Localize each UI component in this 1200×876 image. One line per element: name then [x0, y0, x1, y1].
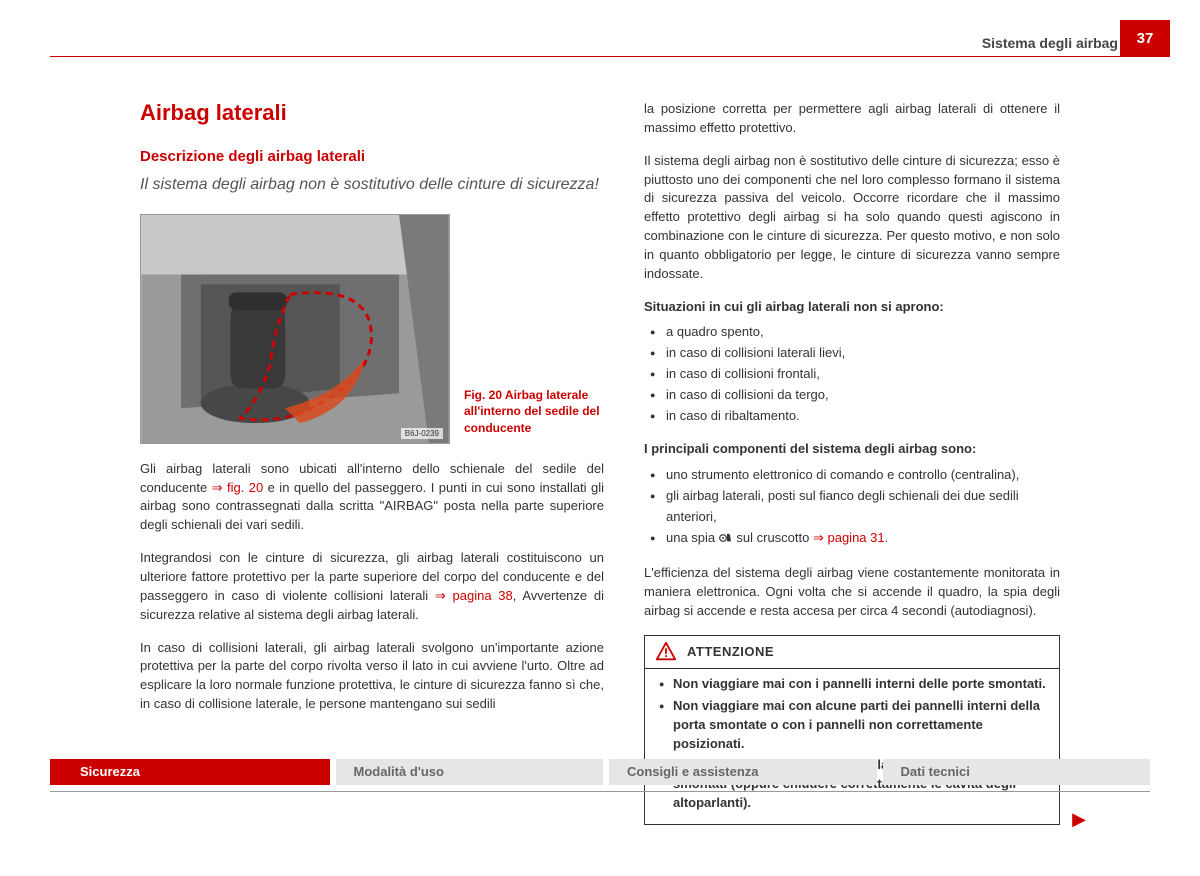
p1-ref: ⇒ fig. 20	[212, 480, 264, 495]
list-item: gli airbag laterali, posti sul fianco de…	[644, 486, 1060, 528]
warning-box: ATTENZIONE Non viaggiare mai con i panne…	[644, 635, 1060, 825]
car-seat-illustration	[141, 215, 449, 443]
footer-tab-modalita[interactable]: Modalità d'uso	[336, 759, 604, 785]
p2-ref: ⇒ pagina 38	[435, 588, 513, 603]
airbag-warning-icon	[719, 530, 733, 551]
paragraph-3: In caso di collisioni laterali, gli airb…	[140, 639, 604, 714]
header-divider	[50, 56, 1170, 57]
footer-tab-consigli[interactable]: Consigli e assistenza	[609, 759, 877, 785]
figure-caption: Fig. 20 Airbag laterale all'interno del …	[464, 387, 604, 436]
comp3b: sul cruscotto	[736, 530, 813, 545]
situations-list: a quadro spento, in caso di collisioni l…	[644, 322, 1060, 426]
warning-triangle-icon	[655, 641, 677, 663]
figure-block: B6J-0239 Fig. 20 Airbag laterale all'int…	[140, 214, 604, 444]
list-item: in caso di collisioni laterali lievi,	[644, 343, 1060, 364]
section-title: Descrizione degli airbag laterali	[140, 148, 604, 165]
warning-header: ATTENZIONE	[645, 636, 1059, 669]
footer-tabs: Sicurezza Modalità d'uso Consigli e assi…	[50, 759, 1150, 785]
header-section-title: Sistema degli airbag	[982, 35, 1118, 51]
list-item: in caso di ribaltamento.	[644, 406, 1060, 427]
footer-divider	[50, 791, 1150, 792]
paragraph-1: Gli airbag laterali sono ubicati all'int…	[140, 460, 604, 535]
list-item: a quadro spento,	[644, 322, 1060, 343]
page: Sistema degli airbag 37 Airbag laterali …	[0, 0, 1200, 830]
paragraph-5: Il sistema degli airbag non è sostitutiv…	[644, 152, 1060, 284]
warning-item: Non viaggiare mai con alcune parti dei p…	[655, 697, 1049, 754]
comp3-ref: ⇒ pagina 31	[813, 530, 885, 545]
continue-arrow-icon: ▶	[1072, 809, 1086, 830]
list-item: in caso di collisioni da tergo,	[644, 385, 1060, 406]
list-item: in caso di collisioni frontali,	[644, 364, 1060, 385]
footer: Sicurezza Modalità d'uso Consigli e assi…	[50, 759, 1150, 792]
left-column: Airbag laterali Descrizione degli airbag…	[140, 100, 604, 830]
paragraph-6: L'efficienza del sistema degli airbag vi…	[644, 564, 1060, 621]
comp3a: una spia	[666, 530, 719, 545]
paragraph-2: Integrandosi con le cinture di sicurezza…	[140, 549, 604, 624]
comp3c: .	[885, 530, 889, 545]
figure-code: B6J-0239	[401, 428, 443, 439]
components-list: uno strumento elettronico di comando e c…	[644, 465, 1060, 550]
list-item: una spia sul cruscotto ⇒ pagina 31.	[644, 528, 1060, 551]
warning-item: Non viaggiare mai con i pannelli interni…	[655, 675, 1049, 694]
page-number-badge: 37	[1120, 20, 1170, 56]
paragraph-4: la posizione corretta per permettere agl…	[644, 100, 1060, 138]
warning-body: Non viaggiare mai con i pannelli interni…	[645, 669, 1059, 824]
page-header: Sistema degli airbag 37	[50, 20, 1150, 70]
footer-tab-sicurezza[interactable]: Sicurezza	[50, 759, 330, 785]
footer-tab-dati[interactable]: Dati tecnici	[883, 759, 1151, 785]
chapter-title: Airbag laterali	[140, 100, 604, 126]
right-column: la posizione corretta per permettere agl…	[644, 100, 1060, 830]
components-heading: I principali componenti del sistema degl…	[644, 440, 1060, 459]
situations-heading: Situazioni in cui gli airbag laterali no…	[644, 298, 1060, 317]
figure-image: B6J-0239	[140, 214, 450, 444]
list-item: uno strumento elettronico di comando e c…	[644, 465, 1060, 486]
intro-text: Il sistema degli airbag non è sostitutiv…	[140, 175, 604, 196]
warning-title: ATTENZIONE	[687, 644, 774, 659]
content-columns: Airbag laterali Descrizione degli airbag…	[50, 100, 1150, 830]
